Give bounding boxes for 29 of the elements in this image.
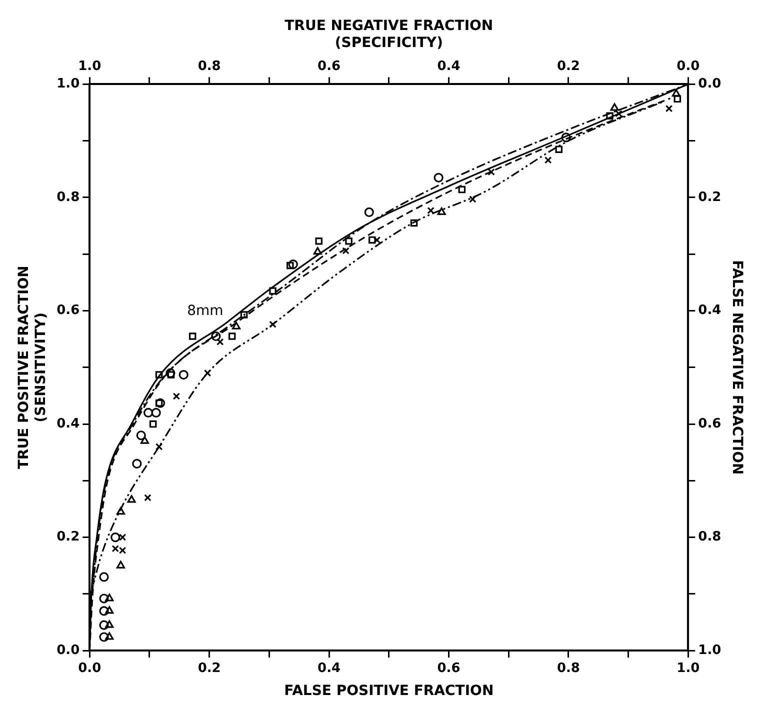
y2-tick-label: 0.8	[698, 530, 722, 545]
y2-axis-title: FALSE NEGATIVE FRACTION	[728, 260, 745, 475]
y2-tick-label: 0.2	[698, 190, 722, 205]
x-tick-label: 1.0	[676, 660, 700, 676]
x2-tick-label: 0.8	[198, 58, 221, 74]
y-tick-label: 0.0	[56, 642, 80, 658]
x-tick-label: 0.4	[318, 660, 341, 676]
y-tick-label: 0.8	[56, 190, 80, 205]
y2-tick-label: 0.6	[698, 416, 722, 432]
y2-tick-label: 0.0	[698, 76, 722, 92]
y-tick-label: 1.0	[56, 76, 80, 92]
x2-tick-label: 0.2	[556, 58, 580, 74]
x-axis-title: FALSE POSITIVE FRACTION	[284, 683, 494, 700]
y2-tick-label: 0.4	[698, 303, 722, 318]
y-tick-label: 0.6	[56, 303, 80, 318]
x-tick-label: 0.8	[556, 660, 580, 676]
y2-tick-label: 1.0	[698, 642, 722, 658]
y-tick-label: 0.4	[56, 416, 80, 432]
annotation: 8mm	[187, 302, 224, 319]
x2-tick-label: 0.0	[676, 58, 700, 74]
x2-tick-label: 1.0	[78, 58, 102, 74]
x-tick-label: 0.2	[198, 660, 221, 676]
x2-tick-label: 0.6	[318, 58, 341, 74]
y-tick-label: 0.2	[56, 530, 80, 545]
x-tick-label: 0.6	[437, 660, 460, 676]
x-tick-label: 0.0	[78, 660, 102, 676]
x2-tick-label: 0.4	[437, 58, 460, 74]
y-axis-title: TRUE POSITIVE FRACTION (SENSITIVITY)	[16, 266, 49, 470]
x2-axis-title: TRUE NEGATIVE FRACTION (SPECIFICITY)	[284, 18, 494, 51]
